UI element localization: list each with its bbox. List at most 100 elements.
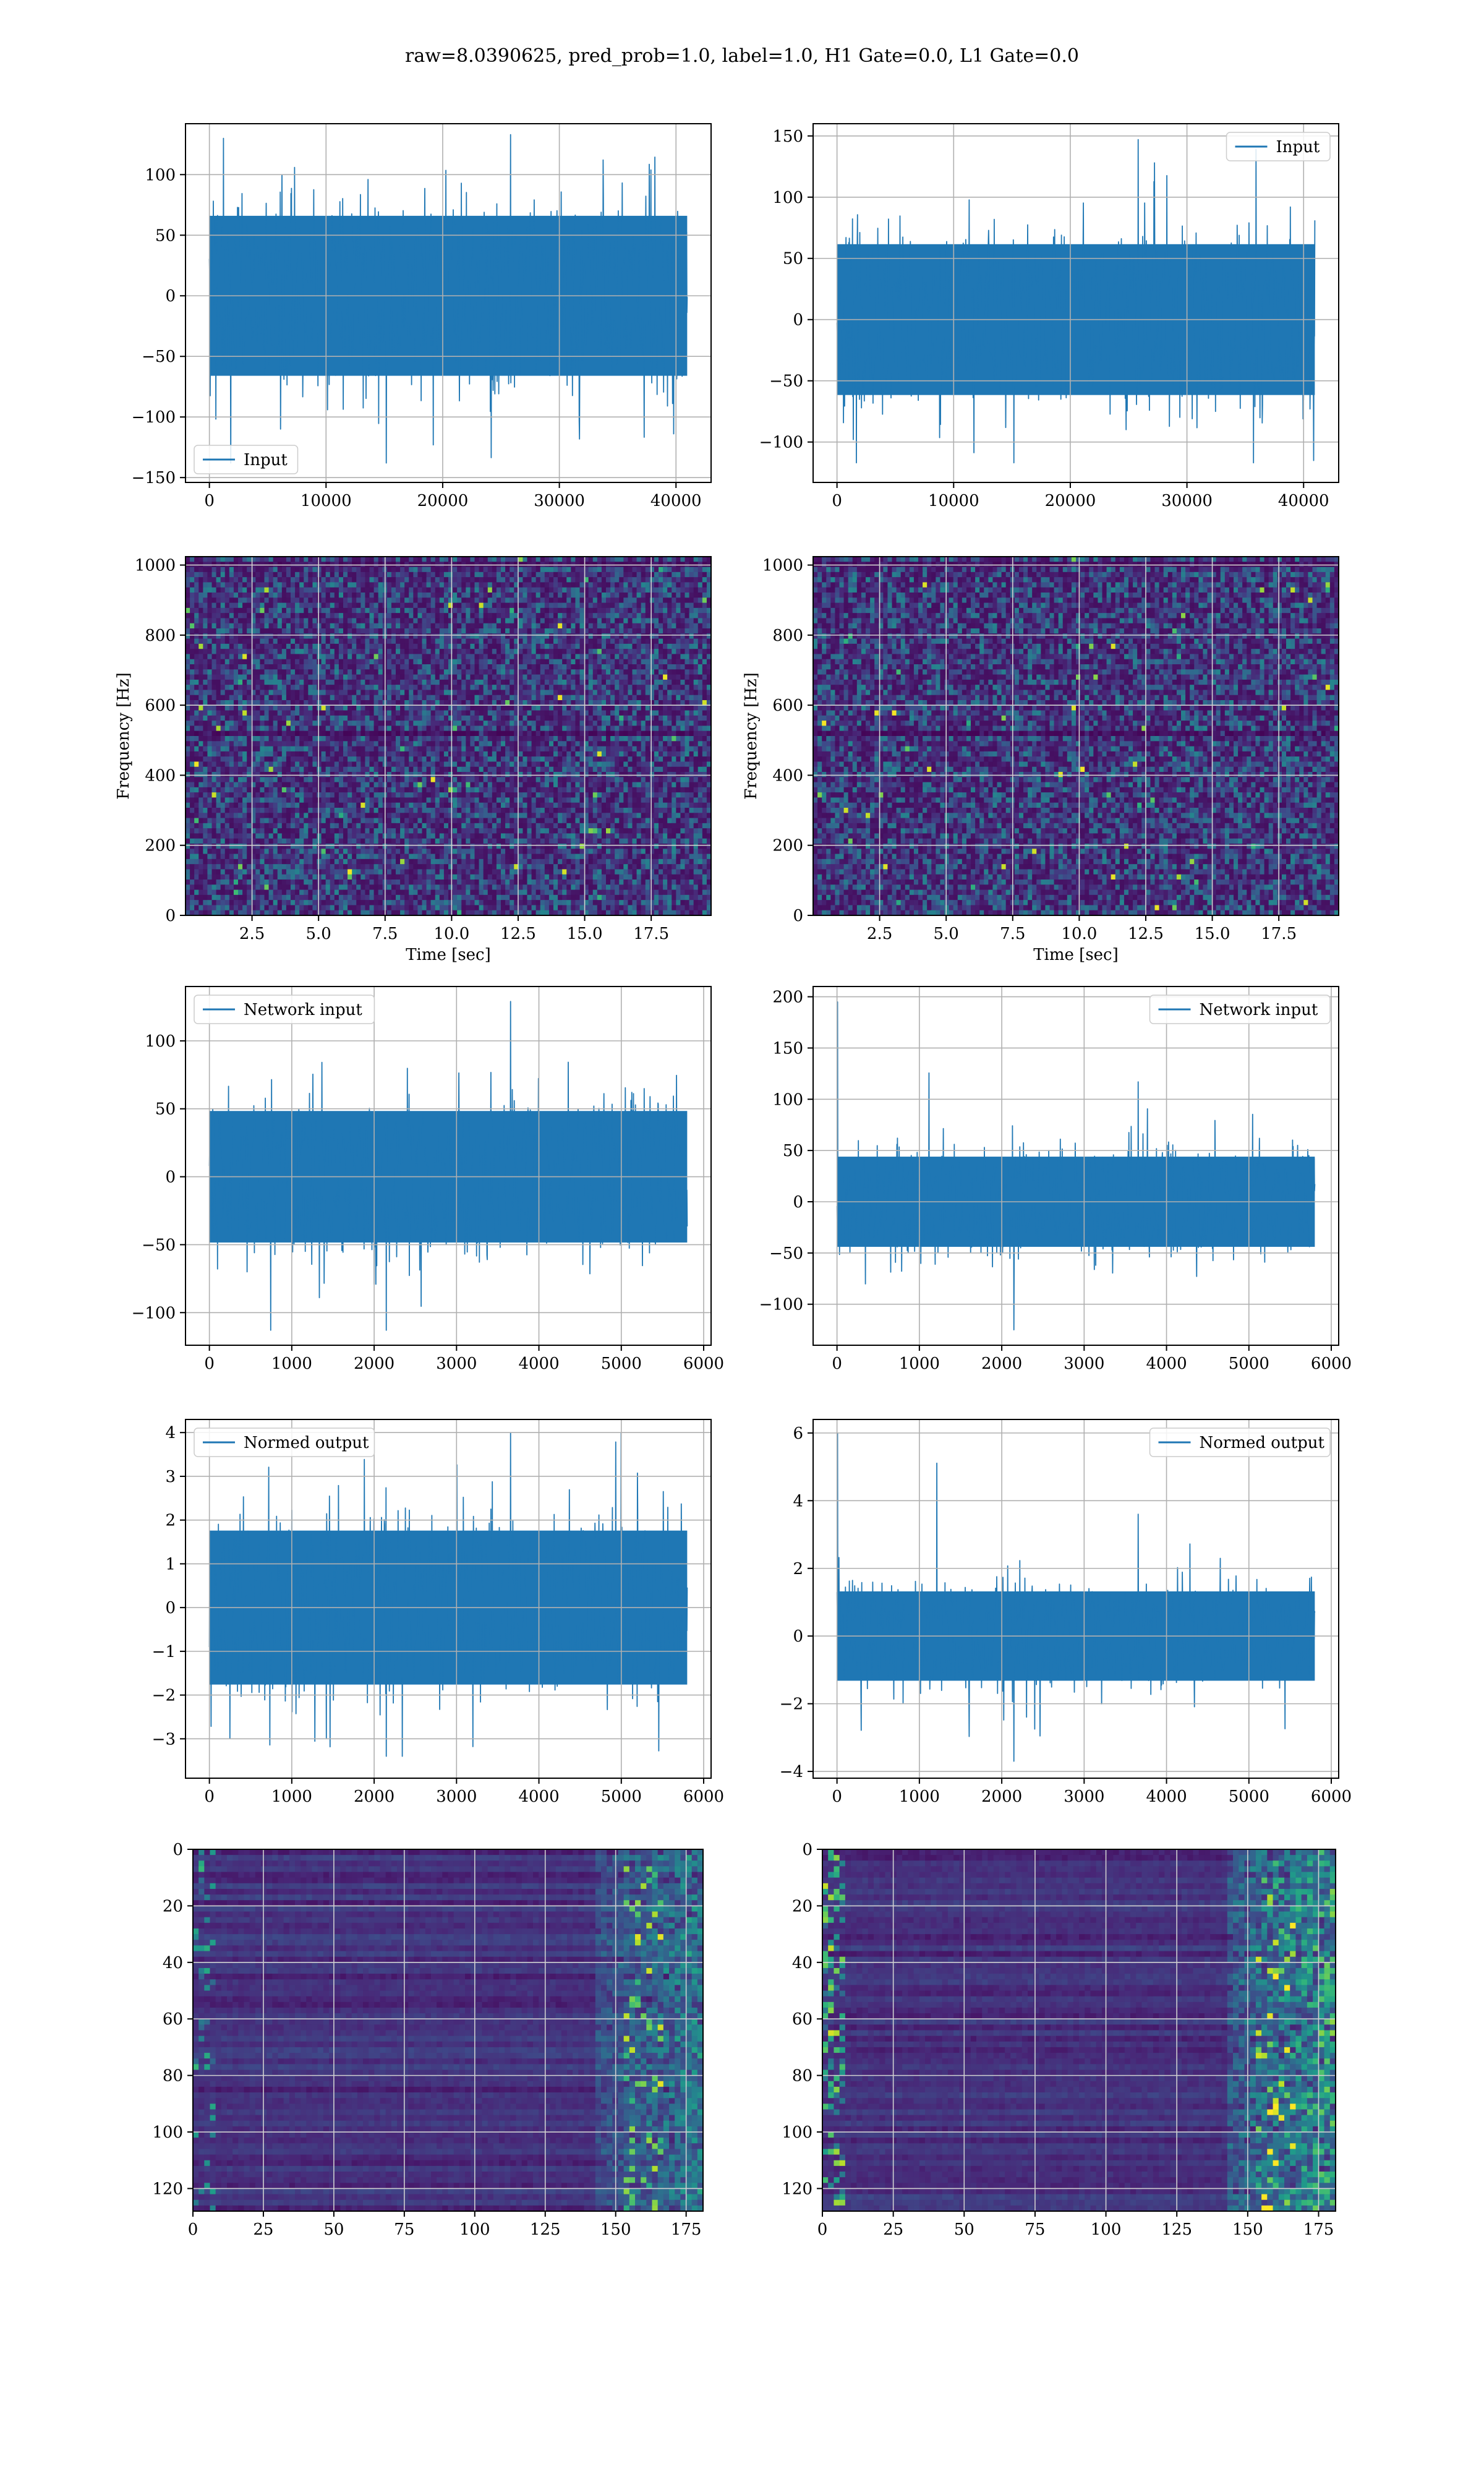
heatmap-cell bbox=[492, 557, 497, 562]
heatmap-cell bbox=[558, 736, 563, 742]
heatmap-cell bbox=[601, 726, 607, 732]
heatmap-cell bbox=[510, 674, 514, 680]
heatmap-cell bbox=[518, 685, 524, 691]
heatmap-cell bbox=[659, 721, 663, 727]
heatmap-cell bbox=[501, 633, 506, 640]
heatmap-cell bbox=[255, 618, 261, 624]
heatmap-cell bbox=[373, 751, 379, 757]
heatmap-cell bbox=[680, 557, 686, 562]
heatmap-cell bbox=[667, 567, 672, 573]
heatmap-cell bbox=[369, 602, 375, 609]
heatmap-cell bbox=[338, 721, 344, 727]
heatmap-cell bbox=[457, 741, 462, 747]
heatmap-cell bbox=[544, 710, 550, 716]
heatmap-cell bbox=[597, 562, 602, 568]
heatmap-cell bbox=[247, 715, 252, 721]
heatmap-cell bbox=[255, 659, 261, 665]
heatmap-cell bbox=[558, 695, 563, 701]
heatmap-cell bbox=[317, 730, 322, 737]
heatmap-cell bbox=[505, 628, 510, 634]
heatmap-cell bbox=[348, 761, 352, 768]
heatmap-cell bbox=[510, 705, 514, 711]
heatmap-cell bbox=[632, 721, 638, 727]
heatmap-cell bbox=[672, 587, 676, 593]
heatmap-cell bbox=[330, 736, 335, 742]
heatmap-cell bbox=[255, 736, 261, 742]
heatmap-cell bbox=[190, 643, 195, 649]
heatmap-cell bbox=[641, 751, 646, 757]
heatmap-cell bbox=[369, 761, 375, 768]
heatmap-cell bbox=[308, 597, 313, 604]
heatmap-cell bbox=[659, 618, 663, 624]
heatmap-cell bbox=[649, 623, 655, 629]
heatmap-cell bbox=[483, 613, 488, 619]
heatmap-cell bbox=[308, 618, 313, 624]
heatmap-cell bbox=[597, 567, 602, 573]
heatmap-cell bbox=[194, 741, 199, 747]
heatmap-cell bbox=[522, 746, 528, 752]
heatmap-cell bbox=[615, 571, 620, 578]
heatmap-cell bbox=[268, 638, 274, 644]
heatmap-cell bbox=[505, 587, 510, 593]
heatmap-cell bbox=[667, 557, 672, 562]
heatmap-cell bbox=[522, 741, 528, 747]
heatmap-cell bbox=[623, 602, 629, 609]
heatmap-cell bbox=[334, 618, 339, 624]
heatmap-cell bbox=[260, 761, 265, 768]
heatmap-cell bbox=[575, 659, 581, 665]
heatmap-cell bbox=[672, 674, 676, 680]
heatmap-cell bbox=[317, 756, 322, 763]
heatmap-cell bbox=[584, 700, 589, 706]
heatmap-cell bbox=[628, 751, 633, 757]
heatmap-cell bbox=[448, 705, 453, 711]
heatmap-cell bbox=[238, 705, 243, 711]
heatmap-cell bbox=[417, 736, 423, 742]
heatmap-cell bbox=[672, 710, 676, 716]
heatmap-cell bbox=[194, 577, 199, 583]
heatmap-cell bbox=[558, 582, 563, 588]
heatmap-cell bbox=[242, 690, 247, 696]
heatmap-cell bbox=[229, 705, 234, 711]
heatmap-cell bbox=[251, 736, 256, 742]
heatmap-cell bbox=[659, 593, 663, 598]
heatmap-cell bbox=[260, 638, 265, 644]
heatmap-cell bbox=[211, 715, 217, 721]
heatmap-cell bbox=[448, 618, 453, 624]
heatmap-cell bbox=[224, 705, 230, 711]
heatmap-cell bbox=[641, 721, 646, 727]
heatmap-cell bbox=[439, 654, 445, 660]
heatmap-cell bbox=[207, 751, 213, 757]
heatmap-cell bbox=[597, 643, 602, 649]
heatmap-cell bbox=[400, 664, 405, 670]
heatmap-cell bbox=[654, 587, 659, 593]
heatmap-cell bbox=[304, 562, 309, 568]
heatmap-cell bbox=[575, 715, 581, 721]
heatmap-cell bbox=[386, 587, 392, 593]
heatmap-cell bbox=[672, 582, 676, 588]
heatmap-cell bbox=[501, 746, 506, 752]
heatmap-cell bbox=[610, 613, 615, 619]
heatmap-cell bbox=[474, 649, 480, 655]
heatmap-cell bbox=[505, 721, 510, 727]
heatmap-cell bbox=[510, 700, 514, 706]
heatmap-cell bbox=[514, 623, 519, 629]
heatmap-cell bbox=[404, 571, 409, 578]
heatmap-cell bbox=[615, 741, 620, 747]
heatmap-cell bbox=[413, 557, 419, 562]
heatmap-cell bbox=[544, 746, 550, 752]
heatmap-cell bbox=[352, 607, 357, 614]
heatmap-cell bbox=[510, 643, 514, 649]
heatmap-cell bbox=[422, 562, 427, 568]
heatmap-cell bbox=[422, 741, 427, 747]
heatmap-cell bbox=[492, 669, 497, 675]
heatmap-cell bbox=[636, 577, 642, 583]
heatmap-cell bbox=[571, 582, 576, 588]
heatmap-cell bbox=[479, 685, 484, 691]
heatmap-cell bbox=[558, 721, 563, 727]
heatmap-cell bbox=[663, 654, 668, 660]
heatmap-cell bbox=[378, 607, 383, 614]
heatmap-cell bbox=[676, 721, 681, 727]
heatmap-cell bbox=[615, 730, 620, 737]
heatmap-cell bbox=[588, 674, 594, 680]
heatmap-cell bbox=[588, 690, 594, 696]
